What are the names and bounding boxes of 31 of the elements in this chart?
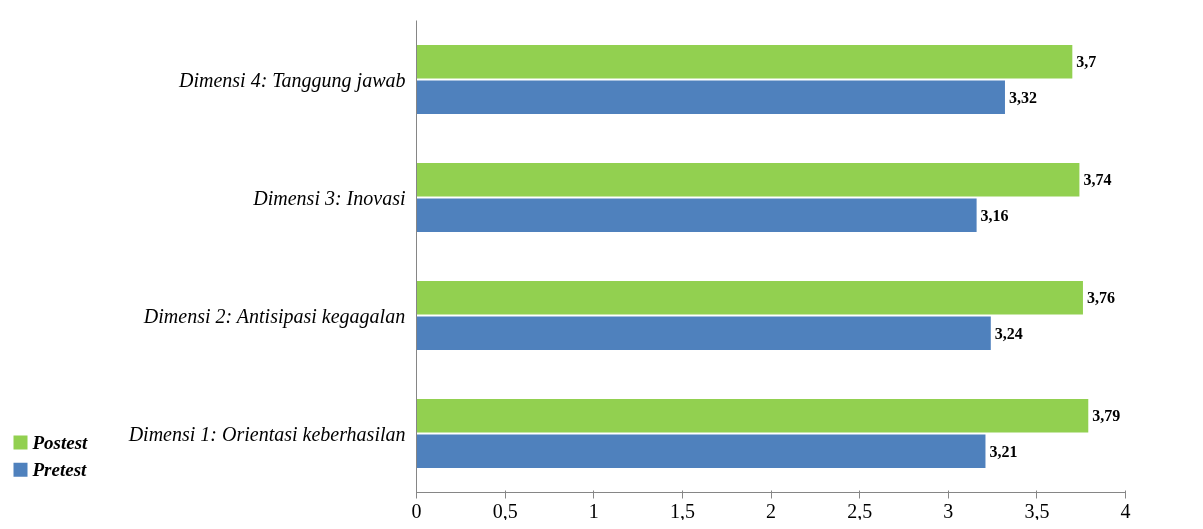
x-tick-label: 2 xyxy=(766,499,776,522)
data-label: 3,21 xyxy=(989,442,1018,460)
bar xyxy=(416,44,1073,79)
data-label: 3,79 xyxy=(1092,407,1121,425)
y-tick-label: Dimensi 4: Tanggung jawab xyxy=(178,68,406,92)
y-tick-label: Dimensi 1: Orientasi keberhasilan xyxy=(127,422,406,445)
data-label: 3,16 xyxy=(980,206,1009,224)
x-tick-label: 1,5 xyxy=(669,499,695,522)
data-label: 3,32 xyxy=(1008,88,1037,106)
bar xyxy=(416,162,1080,197)
legend-label: Pretest xyxy=(31,459,88,481)
legend-label: Postest xyxy=(31,432,89,454)
y-tick-label: Dimensi 2: Antisipasi kegagalan xyxy=(142,304,406,328)
bar xyxy=(416,316,991,351)
data-label: 3,7 xyxy=(1076,53,1097,71)
x-tick-label: 1 xyxy=(588,499,599,522)
data-label: 3,76 xyxy=(1086,289,1115,307)
bar xyxy=(416,80,1005,115)
y-tick-label: Dimensi 3: Inovasi xyxy=(252,186,406,209)
x-tick-label: 0,5 xyxy=(492,499,518,522)
x-tick-label: 4 xyxy=(1120,499,1131,522)
data-label: 3,74 xyxy=(1083,171,1112,189)
x-tick-label: 3 xyxy=(943,499,954,522)
x-tick-label: 3,5 xyxy=(1024,499,1050,522)
x-tick-label: 0 xyxy=(411,499,422,522)
data-label: 3,24 xyxy=(994,324,1023,342)
bar xyxy=(416,398,1089,433)
x-tick-label: 2,5 xyxy=(847,499,873,522)
bar xyxy=(416,280,1083,315)
bar xyxy=(416,434,986,469)
bar xyxy=(416,198,977,233)
